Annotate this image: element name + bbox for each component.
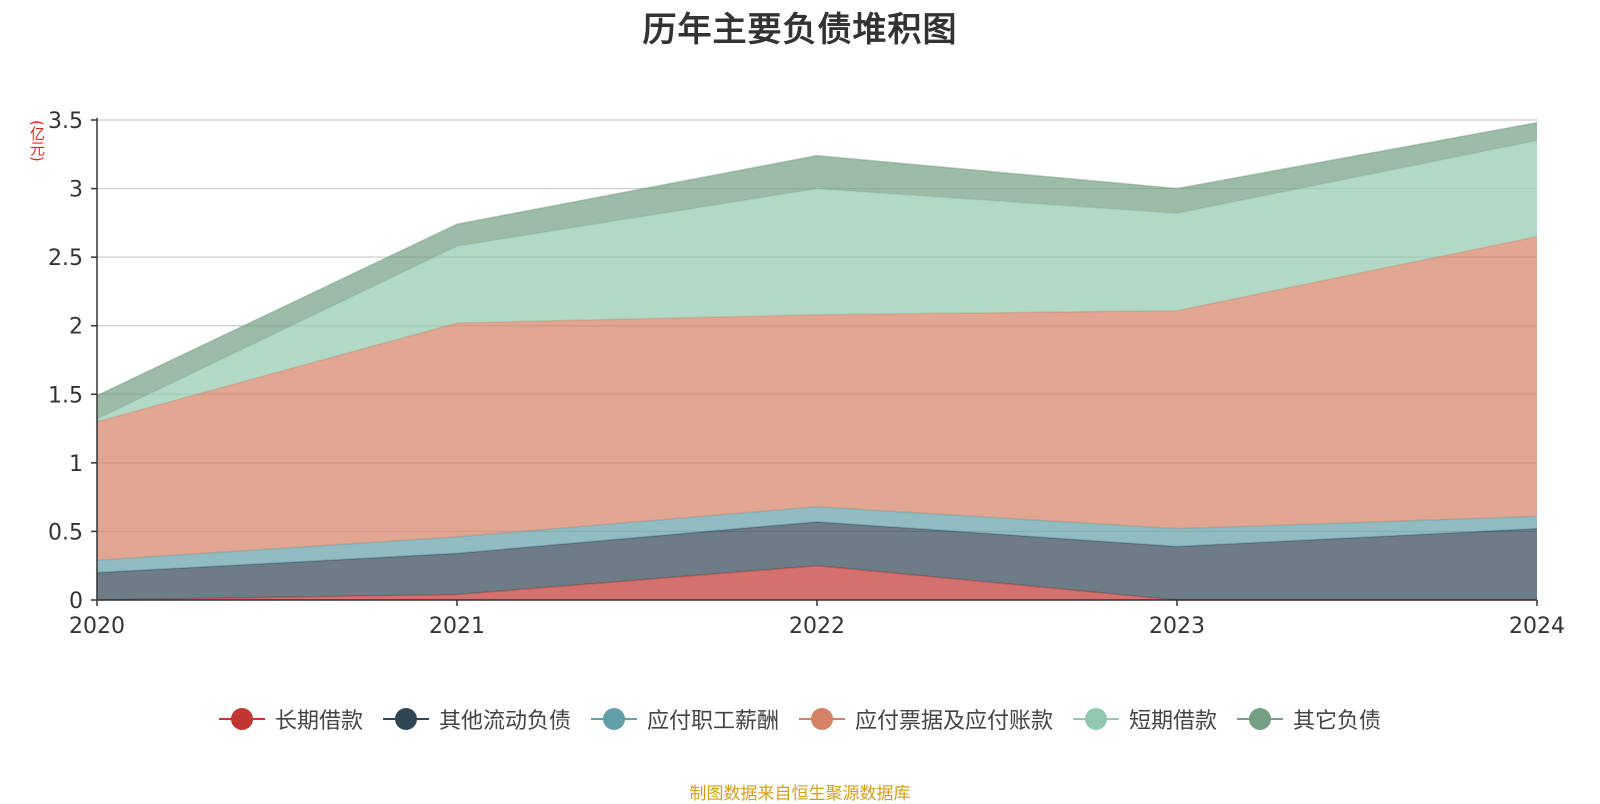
legend-swatch [382, 707, 429, 731]
area-edge-series-5 [96, 122, 1538, 397]
x-tick-label: 2022 [789, 614, 845, 639]
legend-swatch [218, 707, 265, 731]
x-tick-label: 2021 [429, 614, 485, 639]
legend-label: 应付票据及应付账款 [855, 709, 1054, 734]
y-axis-unit-label: (亿元) [28, 120, 46, 162]
legend-swatch-dot [811, 708, 833, 730]
y-tick-label: 2 [69, 315, 83, 340]
legend-item[interactable]: 短期借款 [1073, 703, 1217, 735]
legend-label: 长期借款 [274, 709, 363, 734]
area-series-3 [97, 236, 1537, 561]
area-series-1 [97, 521, 1537, 600]
legend-item[interactable]: 其他流动负债 [382, 703, 571, 735]
area-series-2 [97, 506, 1537, 573]
legend-item[interactable]: 应付票据及应付账款 [799, 703, 1053, 735]
y-tick-label: 1 [69, 452, 83, 477]
legend-swatch [590, 707, 637, 731]
legend-label: 其它负债 [1293, 709, 1382, 734]
y-tick-label: 0.5 [48, 520, 83, 545]
x-tick-label: 2024 [1509, 614, 1565, 639]
legend-item[interactable]: 应付职工薪酬 [590, 703, 779, 735]
legend-item[interactable]: 其它负债 [1237, 703, 1381, 735]
legend-label: 短期借款 [1129, 709, 1218, 734]
legend-swatch-dot [230, 708, 253, 730]
legend-swatch [1073, 707, 1120, 731]
legend-label: 其他流动负债 [438, 709, 571, 734]
legend-swatch-dot [602, 708, 625, 730]
legend-swatch-dot [1249, 708, 1272, 730]
legend-swatch [1237, 707, 1284, 731]
area-series-0 [97, 565, 1537, 600]
legend-swatch [799, 707, 845, 731]
axes: 0 0.5 1 1.5 2 2.5 3 3.5 2020 2021 2022 2023 2024 [48, 109, 1565, 639]
legend-swatch-dot [394, 708, 417, 730]
y-tick-label: 2.5 [48, 246, 83, 271]
y-tick-label: 1.5 [48, 383, 83, 408]
chart-title: 历年主要负债堆积图 [642, 10, 958, 50]
y-tick-label: 3.5 [48, 109, 83, 134]
x-tick-label: 2020 [69, 614, 125, 639]
legend-swatch-dot [1085, 708, 1108, 730]
x-tick-label: 2023 [1149, 614, 1205, 639]
y-tick-label: 3 [69, 178, 83, 203]
source-note: 制图数据来自恒生聚源数据库 [689, 784, 911, 804]
legend-label: 应付职工薪酬 [646, 709, 779, 734]
area-series-5 [97, 122, 1537, 419]
y-tick-label: 0 [69, 589, 83, 614]
stacked-areas [96, 122, 1538, 601]
area-series-4 [97, 140, 1537, 422]
legend: 长期借款 其他流动负债 应付职工薪酬 应付票据及应付账款 短期借款 其它负债 [0, 703, 1600, 735]
legend-item[interactable]: 长期借款 [218, 703, 363, 735]
